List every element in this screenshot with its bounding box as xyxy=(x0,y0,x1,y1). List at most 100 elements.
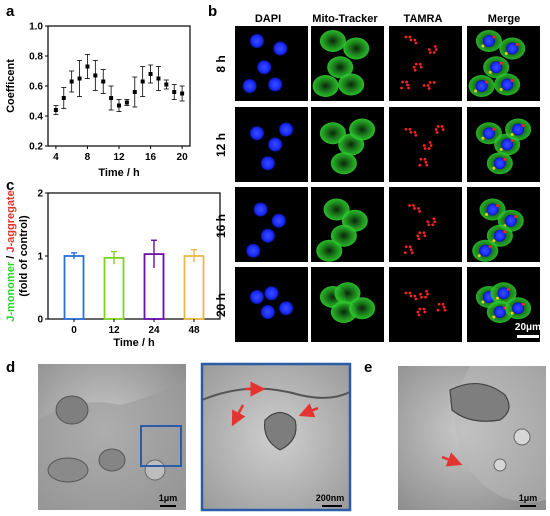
row-label-8h: 8 h xyxy=(214,55,228,72)
tamra-dot xyxy=(442,305,446,309)
merge-dot xyxy=(515,43,519,46)
tamra-dot xyxy=(431,223,435,227)
dapi-nucleus xyxy=(279,122,294,137)
dapi-nucleus xyxy=(253,202,268,217)
em-d-vesicle xyxy=(144,459,166,481)
tamra-dot xyxy=(403,251,407,255)
merge-nucleus xyxy=(482,127,495,140)
tamra-dot xyxy=(441,128,445,131)
mito-cell xyxy=(319,30,346,52)
mito-cell xyxy=(323,198,350,221)
panel-label-d: d xyxy=(6,359,15,376)
merge-nucleus xyxy=(512,123,525,136)
tamra-dot xyxy=(428,81,432,84)
tamra-dot xyxy=(418,210,421,213)
tamra-dot xyxy=(419,65,423,69)
tamra-dot xyxy=(400,86,403,90)
chart-a-ytick-label: 0.4 xyxy=(29,112,43,123)
chart-c-bar xyxy=(63,255,85,320)
tamra-dot xyxy=(432,51,436,54)
em-d-mitochondrion-1 xyxy=(55,395,89,425)
row-label-20h: 20 h xyxy=(214,293,228,317)
em-d-mitochondrion-2 xyxy=(98,448,126,472)
merge-dot xyxy=(481,136,485,140)
mito-cell xyxy=(349,297,376,320)
mito-cell xyxy=(312,75,339,97)
tamra-dot xyxy=(418,62,422,66)
tamra-dot xyxy=(427,223,431,227)
tamra-dot xyxy=(409,130,413,134)
chart-a-point xyxy=(156,76,161,81)
chart-a-ylabel: Coefficent xyxy=(5,59,17,113)
mito-cell xyxy=(338,73,365,96)
chart-a-ytick-label: 1.0 xyxy=(29,22,43,33)
tamra-dot xyxy=(432,217,436,221)
tamra-dot xyxy=(422,144,426,147)
panel-label-b: b xyxy=(208,3,217,20)
tamra-dot xyxy=(422,84,426,87)
tamra-dot xyxy=(414,133,418,137)
tamra-dot xyxy=(413,38,417,42)
dapi-nucleus xyxy=(249,290,264,304)
chart-a-ytick-label: 0.8 xyxy=(29,52,43,63)
tamra-dot xyxy=(436,125,440,128)
micro-tile-dapi xyxy=(235,187,308,262)
dapi-nucleus xyxy=(273,41,288,56)
tamra-dot xyxy=(409,294,413,298)
chart-c-ytick-label: 0 xyxy=(37,315,43,326)
merge-nucleus xyxy=(490,61,503,74)
panel-label-e: e xyxy=(364,359,372,376)
dapi-nucleus xyxy=(271,213,286,228)
merge-dot xyxy=(521,302,525,306)
tamra-dot xyxy=(408,127,412,131)
micro-tile-tamra xyxy=(389,187,462,262)
tamra-dot xyxy=(417,313,421,317)
merge-dot xyxy=(503,230,507,234)
em-e-mitochondrion xyxy=(449,383,510,422)
tamra-dot xyxy=(426,220,430,224)
chart-c: Time / h J-monomer / J-aggregate (fold o… xyxy=(5,189,221,349)
mito-cell xyxy=(330,152,357,175)
merge-nucleus xyxy=(497,287,510,300)
tamra-dot xyxy=(404,127,408,131)
merge-nucleus xyxy=(501,78,514,91)
chart-a-point xyxy=(85,64,90,69)
row-label-16h: 16 h xyxy=(214,214,228,238)
dapi-nucleus xyxy=(279,301,294,316)
tamra-dot xyxy=(432,81,436,84)
mito-cell xyxy=(330,224,357,247)
tamra-dot xyxy=(423,310,427,314)
merge-dot xyxy=(492,35,496,39)
row-label-12h: 12 h xyxy=(214,133,228,157)
scale-bar-e xyxy=(520,505,536,507)
tamra-dot xyxy=(413,294,417,298)
tamra-dot xyxy=(419,292,422,296)
merge-nucleus xyxy=(479,244,492,257)
scale-bar-d-zoom xyxy=(322,505,342,507)
panel-label-c: c xyxy=(6,177,14,194)
chart-a-xtick-label: 16 xyxy=(145,152,157,163)
scale-bar-e-label: 1μm xyxy=(519,493,538,503)
micro-tile-tamra xyxy=(389,107,462,182)
chart-a-point xyxy=(180,91,185,96)
em-panel-d: 1μm 200nm xyxy=(38,362,352,512)
mito-cell xyxy=(349,118,376,141)
tamra-dot xyxy=(419,157,423,161)
chart-c-ylabel: J-monomer / J-aggregate xyxy=(5,190,17,321)
merge-nucleus xyxy=(493,157,506,170)
tamra-dot xyxy=(425,163,429,167)
chart-a-xtick-label: 4 xyxy=(53,152,59,163)
mito-cell xyxy=(319,122,346,145)
tamra-dot xyxy=(420,295,423,299)
chart-c-ytick-label: 2 xyxy=(37,189,43,200)
mito-cell xyxy=(316,239,343,262)
dapi-nucleus xyxy=(260,305,275,319)
tamra-dot xyxy=(427,87,431,90)
tamra-dot xyxy=(412,65,416,69)
chart-a-point xyxy=(101,79,106,84)
column-header-mito-tracker: Mito-Tracker xyxy=(312,13,378,25)
merge-dot xyxy=(488,70,492,74)
tamra-dot xyxy=(417,207,420,210)
chart-a-point xyxy=(69,79,74,84)
